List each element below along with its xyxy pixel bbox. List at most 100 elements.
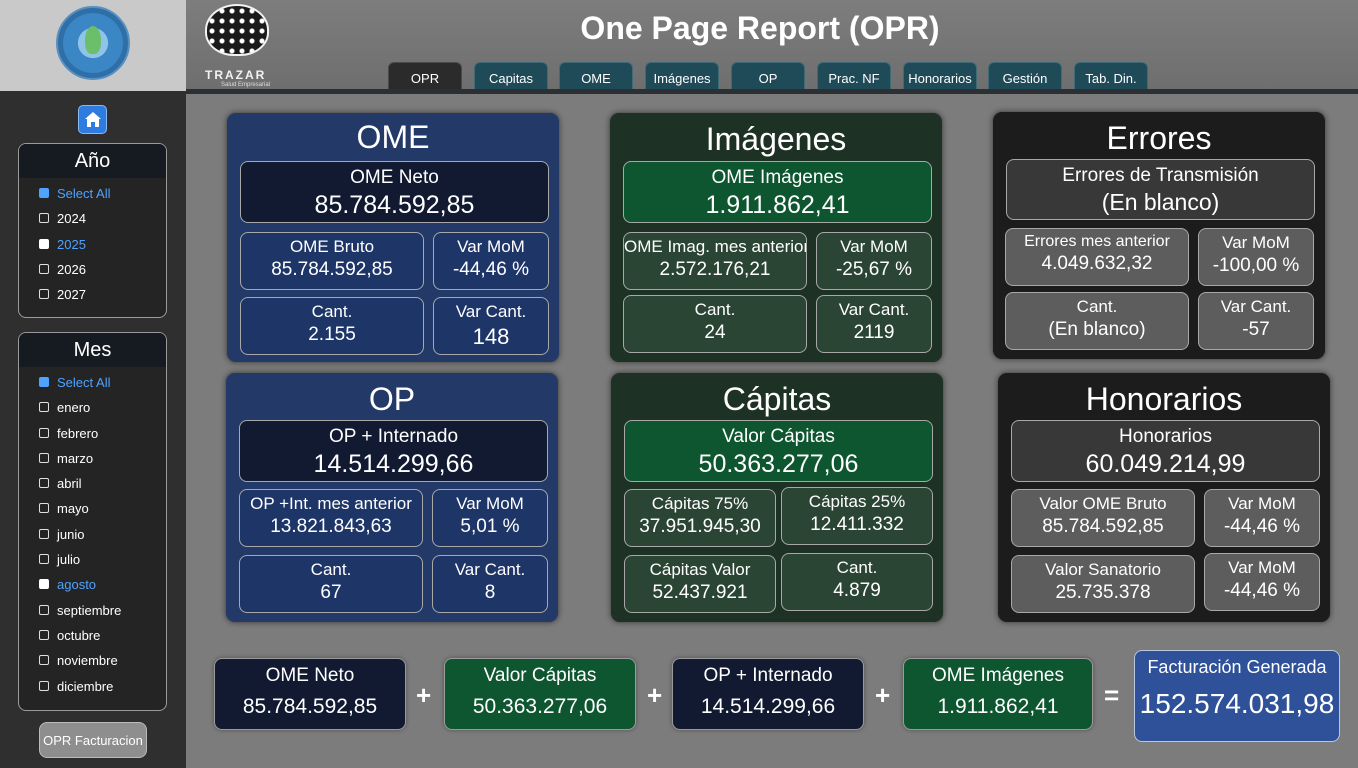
valor-capitas-box: Valor Cápitas 50.363.277,06: [624, 420, 933, 482]
valor-capitas-value: 50.363.277,06: [698, 450, 859, 478]
slicer-item-label: diciembre: [57, 678, 114, 694]
equals-sign: =: [1104, 680, 1120, 710]
honorarios-var-mom-2-box: Var MoM -44,46 %: [1204, 553, 1320, 611]
checkbox-icon[interactable]: [39, 503, 49, 514]
year-2027[interactable]: 2027: [19, 282, 166, 307]
ome-neto-value: 85.784.592,85: [314, 191, 475, 219]
month-julio[interactable]: julio: [19, 547, 166, 572]
ome-neto-box: OME Neto 85.784.592,85: [240, 161, 549, 223]
year-2025[interactable]: 2025: [19, 232, 166, 257]
tab-opr[interactable]: OPR: [388, 62, 462, 91]
ome-imag-prev-label: OME Imag. mes anterior: [624, 237, 806, 256]
checkbox-icon[interactable]: [39, 289, 49, 300]
tab-capitas[interactable]: Capitas: [474, 62, 548, 91]
summary-op-internado: OP + Internado 14.514.299,66: [672, 658, 864, 730]
checkbox-icon[interactable]: [39, 629, 49, 640]
op-var-mom-box: Var MoM 5,01 %: [432, 489, 548, 547]
month-diciembre[interactable]: diciembre: [19, 674, 166, 699]
month-abril[interactable]: abril: [19, 471, 166, 496]
summary-ome-neto-label: OME Neto: [265, 665, 355, 686]
month-marzo[interactable]: marzo: [19, 446, 166, 471]
errores-cant-box: Cant. (En blanco): [1005, 292, 1189, 350]
capitas-75-label: Cápitas 75%: [651, 494, 749, 513]
op-cant-box: Cant. 67: [239, 555, 423, 613]
honorarios-var-mom-1-value: -44,46 %: [1223, 516, 1301, 537]
checkbox-icon[interactable]: [39, 554, 49, 565]
checkbox-icon[interactable]: [39, 402, 49, 413]
checkbox-icon[interactable]: [39, 427, 49, 438]
ome-imag-prev-box: OME Imag. mes anterior 2.572.176,21: [623, 232, 807, 290]
errores-prev-box: Errores mes anterior 4.049.632,32: [1005, 228, 1189, 286]
trazar-brand-text: TRAZAR: [205, 68, 267, 82]
tab-prac-nf[interactable]: Prac. NF: [817, 62, 891, 91]
month-agosto[interactable]: agosto: [19, 572, 166, 597]
tab-tab-din[interactable]: Tab. Din.: [1074, 62, 1148, 91]
checkbox-icon[interactable]: [39, 238, 49, 249]
year-slicer: Año Select All 2024 2025 2026 2027: [18, 143, 167, 318]
ome-bruto-value: 85.784.592,85: [271, 259, 393, 280]
tab-gestion[interactable]: Gestión: [988, 62, 1062, 91]
month-noviembre[interactable]: noviembre: [19, 648, 166, 673]
plus-sign: +: [647, 680, 663, 710]
honorarios-var-mom-2-label: Var MoM: [1228, 558, 1296, 577]
checkbox-icon[interactable]: [39, 680, 49, 691]
slicer-item-label: octubre: [57, 627, 101, 643]
errores-var-mom-box: Var MoM -100,00 %: [1198, 228, 1314, 286]
summary-ome-neto-value: 85.784.592,85: [242, 695, 378, 718]
checkbox-icon[interactable]: [39, 655, 49, 666]
month-mayo[interactable]: mayo: [19, 496, 166, 521]
checkbox-icon[interactable]: [39, 528, 49, 539]
year-2026[interactable]: 2026: [19, 257, 166, 282]
slicer-item-label: Select All: [57, 375, 111, 390]
checkbox-icon[interactable]: [39, 604, 49, 615]
tab-imagenes[interactable]: Imágenes: [645, 62, 719, 91]
month-junio[interactable]: junio: [19, 522, 166, 547]
home-button[interactable]: [78, 105, 107, 134]
op-prev-label: OP +Int. mes anterior: [250, 494, 412, 513]
month-select-all[interactable]: Select All: [19, 370, 166, 395]
facturacion-generada-box: Facturación Generada 152.574.031,98: [1134, 650, 1340, 742]
ome-cant-label: Cant.: [311, 302, 353, 321]
checkbox-icon[interactable]: [39, 478, 49, 489]
op-internado-value: 14.514.299,66: [313, 450, 474, 478]
trazar-logo: TRAZAR Salud Empresarial: [203, 4, 273, 88]
checkbox-icon[interactable]: [39, 263, 49, 274]
summary-ome-imagenes: OME Imágenes 1.911.862,41: [903, 658, 1093, 730]
trazar-brain-icon: [205, 4, 269, 56]
opr-facturacion-button[interactable]: OPR Facturacion: [39, 722, 147, 758]
errores-var-mom-label: Var MoM: [1222, 233, 1290, 252]
ome-imag-prev-value: 2.572.176,21: [659, 259, 771, 280]
op-prev-value: 13.821.843,63: [270, 516, 392, 537]
op-var-mom-label: Var MoM: [456, 494, 524, 513]
year-select-all[interactable]: Select All: [19, 181, 166, 206]
year-2024[interactable]: 2024: [19, 206, 166, 231]
ome-var-mom-label: Var MoM: [457, 237, 525, 256]
valor-ome-bruto-label: Valor OME Bruto: [1039, 494, 1167, 513]
month-octubre[interactable]: octubre: [19, 623, 166, 648]
capitas-valor-label: Cápitas Valor: [649, 560, 751, 579]
capitas-25-label: Cápitas 25%: [808, 492, 906, 511]
imagenes-var-cant-box: Var Cant. 2119: [816, 295, 932, 353]
month-enero[interactable]: enero: [19, 395, 166, 420]
tab-ome[interactable]: OME: [559, 62, 633, 91]
ome-var-cant-label: Var Cant.: [455, 302, 527, 321]
month-febrero[interactable]: febrero: [19, 421, 166, 446]
errores-transmision-box: Errores de Transmisión (En blanco): [1006, 159, 1315, 220]
checkbox-icon[interactable]: [39, 377, 49, 387]
trazar-brand-subtitle: Salud Empresarial: [221, 82, 271, 88]
slicer-item-label: julio: [57, 552, 81, 568]
imagenes-card-title: Imágenes: [705, 121, 847, 157]
ome-neto-label: OME Neto: [350, 167, 439, 188]
capitas-25-value: 12.411.332: [810, 514, 904, 535]
tab-op[interactable]: OP: [731, 62, 805, 91]
capitas-card-title: Cápitas: [722, 381, 832, 417]
checkbox-icon[interactable]: [39, 188, 49, 198]
month-septiembre[interactable]: septiembre: [19, 598, 166, 623]
checkbox-icon[interactable]: [39, 579, 49, 590]
checkbox-icon[interactable]: [39, 213, 49, 224]
capitas-cant-box: Cant. 4.879: [781, 553, 933, 611]
checkbox-icon[interactable]: [39, 452, 49, 463]
summary-op-internado-label: OP + Internado: [703, 665, 833, 686]
tab-honorarios[interactable]: Honorarios: [903, 62, 977, 91]
company-logo-icon: [56, 6, 130, 80]
